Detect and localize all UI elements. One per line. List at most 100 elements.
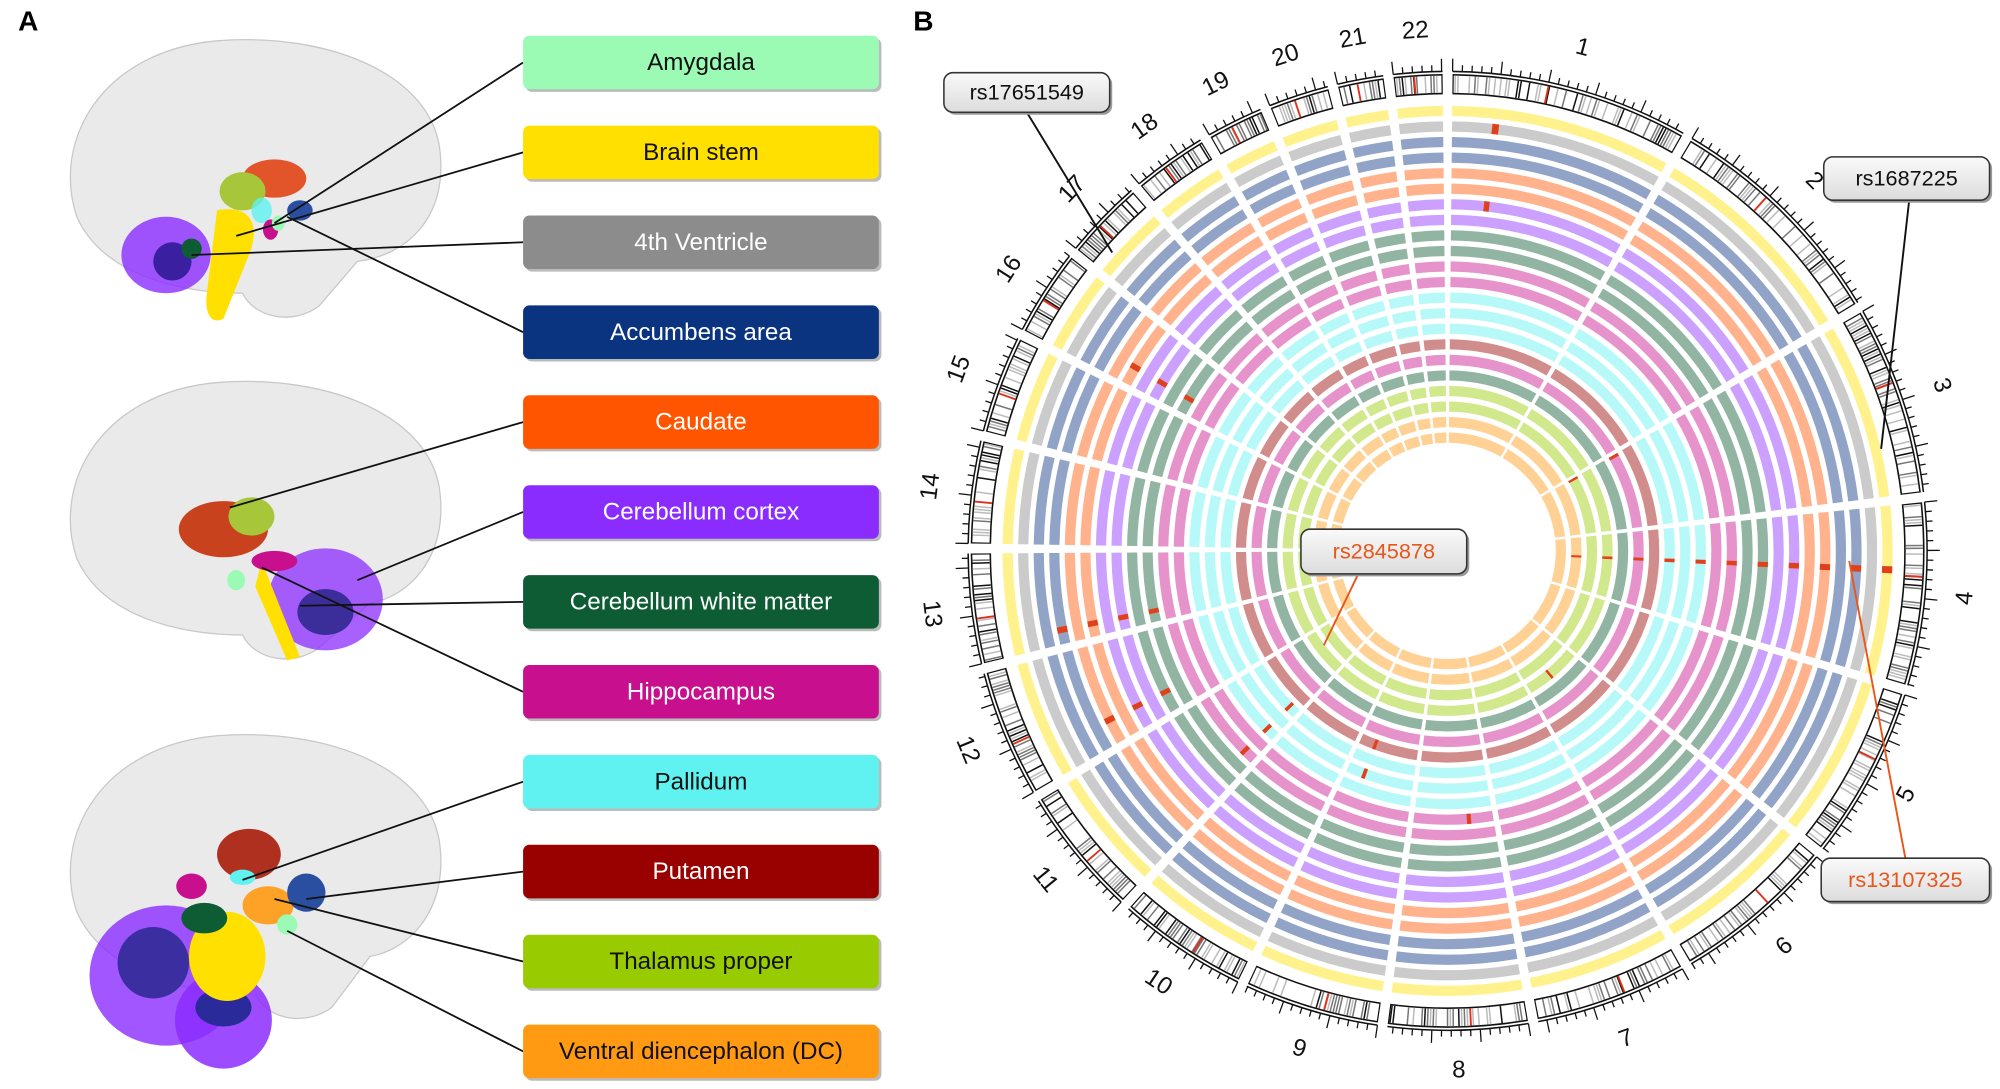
track-segment xyxy=(1047,654,1099,760)
axis-arc xyxy=(1862,310,1925,493)
axis-tick xyxy=(1602,1004,1606,1011)
track-segment xyxy=(1398,121,1444,135)
ideogram-band xyxy=(1246,119,1255,136)
track-segment xyxy=(1192,829,1285,896)
track-segment xyxy=(1730,519,1753,637)
ideogram-band xyxy=(1187,152,1198,168)
ideogram-band xyxy=(1052,805,1068,817)
axis-tick xyxy=(1754,177,1760,184)
ideogram-band xyxy=(1624,112,1633,129)
centromere xyxy=(1617,975,1626,993)
axis-tick xyxy=(1046,820,1053,826)
chromosome-label: 8 xyxy=(1452,1056,1466,1083)
panel-label: B xyxy=(913,5,933,36)
track-segment xyxy=(1306,701,1360,742)
ideogram-band xyxy=(1692,148,1703,165)
ideogram-band xyxy=(1113,876,1127,890)
ideogram-band xyxy=(1115,210,1129,224)
axis-tick xyxy=(1518,1024,1521,1032)
track-segment xyxy=(1377,248,1409,264)
axis-tick xyxy=(1919,463,1926,466)
track-segment xyxy=(1820,510,1846,663)
axis-tick xyxy=(1299,1007,1303,1014)
axis-arc xyxy=(1452,70,1684,135)
track-segment xyxy=(1413,810,1494,825)
ideogram-band xyxy=(1741,901,1754,916)
axis-tick xyxy=(1823,847,1830,853)
ideogram-band xyxy=(1235,124,1245,141)
ideogram-band xyxy=(1038,308,1054,319)
axis-arc xyxy=(1208,108,1261,136)
track-segment xyxy=(1451,152,1644,213)
track-segment xyxy=(1385,677,1428,699)
axis-tick xyxy=(1846,816,1853,822)
track-segment xyxy=(1512,848,1620,897)
track-segment xyxy=(1405,872,1505,888)
ideogram-band xyxy=(1143,184,1156,199)
ideogram-band xyxy=(1819,816,1835,828)
track-segment xyxy=(1810,336,1874,500)
axis-tick xyxy=(1666,118,1671,125)
track-segment xyxy=(1080,552,1101,638)
ideogram xyxy=(1453,75,1681,152)
ideogram-band xyxy=(1233,960,1243,977)
track-segment xyxy=(1171,182,1232,230)
hit-mark xyxy=(1372,739,1379,750)
track-segment xyxy=(1678,639,1739,741)
track-segment xyxy=(1273,594,1301,642)
axis-tick xyxy=(1005,333,1018,341)
axis-tick xyxy=(985,400,992,404)
track-segment xyxy=(1608,452,1643,529)
track-segment xyxy=(1568,597,1605,654)
axis-tick xyxy=(1828,255,1835,261)
region-box xyxy=(523,844,879,899)
axis-tick xyxy=(1917,646,1930,650)
ideogram-band xyxy=(999,703,1016,711)
axis-tick xyxy=(1046,275,1053,281)
axis-tick xyxy=(1018,774,1025,779)
centromere xyxy=(1192,937,1204,953)
leader-line xyxy=(306,870,524,900)
track-segment xyxy=(1451,121,1659,186)
track-segment xyxy=(1655,527,1675,615)
track-segment xyxy=(1518,875,1636,927)
track-segment xyxy=(1094,305,1142,372)
axis-tick xyxy=(1346,1019,1350,1027)
axis-tick xyxy=(1199,963,1205,970)
axis-tick xyxy=(1373,70,1377,77)
track-segment xyxy=(1605,275,1722,391)
ideogram-band xyxy=(1009,728,1027,738)
track-segment xyxy=(1321,382,1352,409)
track-segment xyxy=(1348,125,1392,143)
ideogram-band xyxy=(1047,293,1063,305)
track-segment xyxy=(1404,168,1444,181)
track-segment xyxy=(1566,537,1582,589)
axis-tick xyxy=(1181,143,1187,150)
ideogram-band xyxy=(1017,746,1035,756)
track-segment xyxy=(1388,294,1415,310)
track-segment xyxy=(1668,828,1791,935)
track-segment xyxy=(1300,860,1398,899)
axis-tick xyxy=(1762,911,1768,918)
panel-label: A xyxy=(18,5,38,36)
ideogram-band xyxy=(1865,736,1882,746)
track-segment xyxy=(1064,462,1085,546)
ideogram-band xyxy=(1097,228,1111,242)
track-segment xyxy=(1716,390,1766,513)
ideogram-band xyxy=(1199,144,1210,161)
track-segment xyxy=(1635,437,1674,525)
ideogram-band xyxy=(1007,723,1024,732)
track-segment xyxy=(1351,300,1386,321)
track-segment xyxy=(1660,818,1779,921)
track-segment xyxy=(1186,298,1233,346)
axis-tick xyxy=(1604,91,1608,99)
ideogram-band xyxy=(1107,870,1121,884)
ideogram-band xyxy=(1036,310,1053,321)
ideogram-band xyxy=(1870,369,1888,378)
track-segment xyxy=(1637,221,1776,358)
ideogram-band xyxy=(1102,222,1117,236)
axis-tick xyxy=(1391,61,1394,75)
ideogram-band xyxy=(1737,182,1750,197)
axis-tick xyxy=(1025,308,1032,313)
axis-tick xyxy=(979,419,987,423)
